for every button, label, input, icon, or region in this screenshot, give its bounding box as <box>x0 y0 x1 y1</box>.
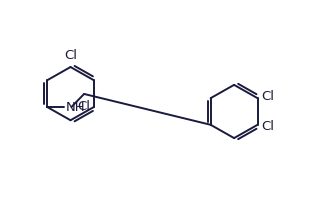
Text: Cl: Cl <box>77 100 90 113</box>
Text: Cl: Cl <box>64 49 77 62</box>
Text: NH: NH <box>66 101 85 114</box>
Text: Cl: Cl <box>261 90 275 103</box>
Text: Cl: Cl <box>261 120 275 133</box>
